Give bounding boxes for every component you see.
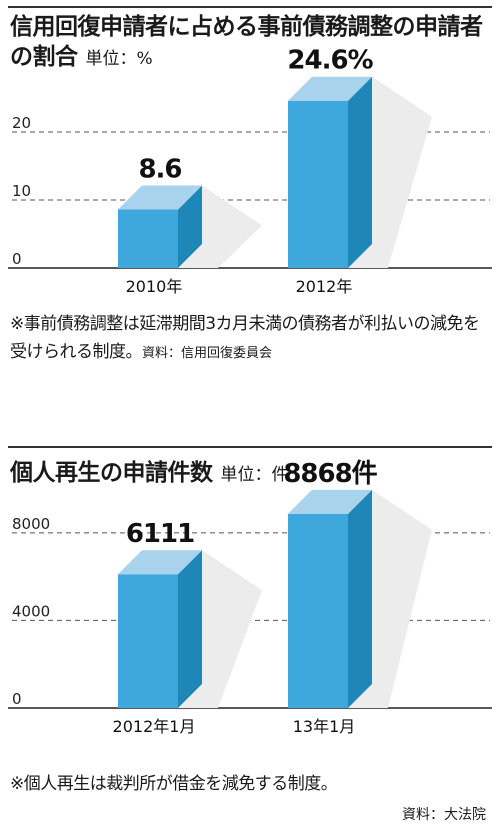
chart2-bar-side: [348, 489, 372, 708]
chart2-bar: [288, 513, 348, 708]
top-rule: [8, 6, 492, 8]
chart1-bar-top: [288, 76, 372, 101]
chart1-bar-top: [118, 185, 202, 210]
chart2-value-label: 8868件: [283, 459, 377, 489]
chart1-bar-side: [348, 76, 372, 268]
chart2-source: 資料：大法院: [402, 807, 486, 823]
chart1-title-block: 信用回復申請者に占める事前債務調整の申請者の割合 単位：%: [10, 12, 490, 74]
chart2-ytick-label: 4000: [12, 602, 50, 620]
chart2-svg: 0 4000 8000 6111 2012年1月 8868件 13年1月: [8, 459, 492, 736]
chart2-unit: 単位：件: [220, 465, 289, 485]
chart2-bar-top: [118, 550, 202, 575]
chart2-title: 個人再生の申請件数: [10, 460, 213, 486]
chart2-bar: [118, 574, 178, 708]
chart1-title: 信用回復申請者に占める事前債務調整の申請者の割合: [10, 14, 483, 70]
chart2-category-label: 13年1月: [293, 717, 356, 736]
middle-rule: [8, 446, 492, 448]
chart2-bar-side: [178, 550, 202, 708]
chart1-source: 資料：信用回復委員会: [142, 346, 273, 361]
chart1-note: ※事前債務調整は延滞期間3カ月未満の債務者が利払いの減免を受けられる制度。: [10, 314, 480, 362]
chart2-ytick-label: 0: [12, 690, 22, 708]
chart1-note-block: ※事前債務調整は延滞期間3カ月未満の債務者が利払いの減免を受けられる制度。資料：…: [10, 310, 490, 368]
chart1-bar: [118, 209, 178, 268]
chart1-bar-side: [178, 185, 202, 268]
chart2-title-block: 個人再生の申請件数 単位：件: [10, 458, 289, 490]
chart1-ytick-label: 20: [12, 114, 31, 132]
chart1-svg: 0 10 20 8.6 2010年 24.6% 2012年: [8, 46, 492, 296]
chart2-note: ※個人再生は裁判所が借金を減免する制度。: [10, 774, 338, 794]
chart2-category-label: 2012年1月: [113, 717, 196, 736]
chart1-unit: 単位：%: [85, 49, 153, 69]
chart1-ytick-label: 10: [12, 182, 31, 200]
chart1-category-label: 2012年: [296, 277, 353, 296]
chart1-category-label: 2010年: [126, 277, 183, 296]
chart1-value-label: 8.6: [138, 155, 181, 185]
chart1-value-label: 24.6%: [287, 46, 373, 76]
chart2-ytick-label: 8000: [12, 515, 50, 533]
chart2-bar-top: [288, 489, 372, 514]
chart2-value-label: 6111: [126, 519, 194, 549]
chart1-bar: [288, 100, 348, 268]
chart1-ytick-label: 0: [12, 250, 22, 268]
